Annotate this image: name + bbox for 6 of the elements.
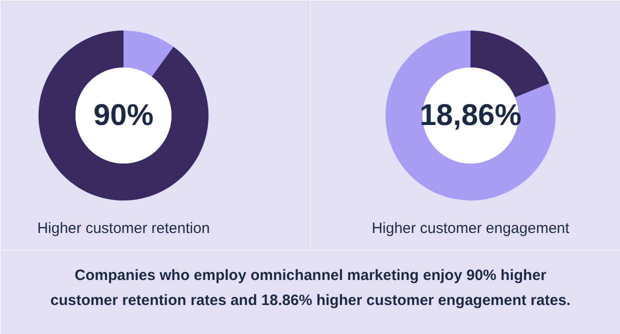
text: 18,86% [420, 99, 522, 132]
text: Companies who employ omnichannel marketing enjoy 90% higher [74, 267, 547, 284]
text: Higher customer retention [37, 220, 210, 237]
text: Higher customer engagement [372, 220, 570, 237]
text: customer retention rates and 18.86% higher customer engagement rates. [50, 292, 571, 309]
text: 90% [93, 99, 154, 132]
